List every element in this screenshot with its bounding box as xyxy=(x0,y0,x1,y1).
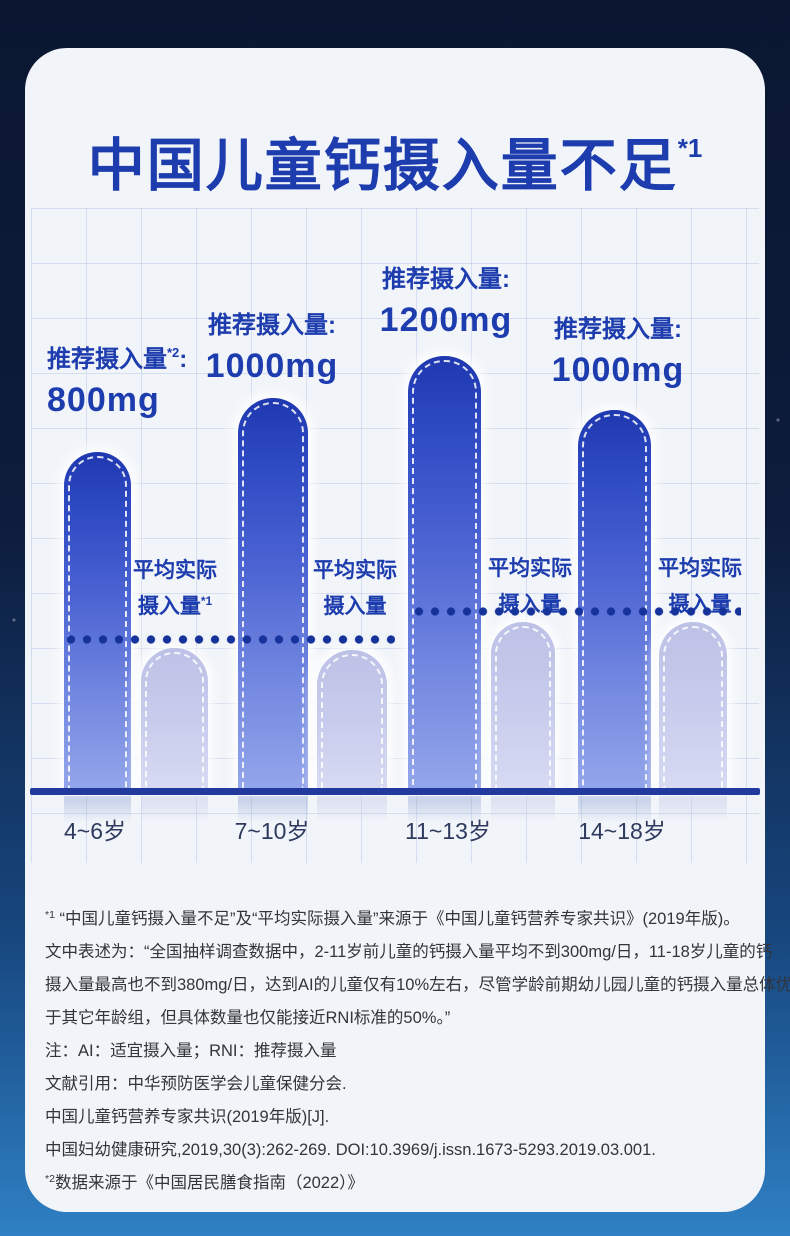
bar-recommended-4-6 xyxy=(64,452,131,788)
axis-label-14-18: 14~18岁 xyxy=(578,818,666,844)
actual-caption-line2: 摄入量 xyxy=(323,595,387,618)
recommended-caption: 推荐摄入量: xyxy=(382,266,510,293)
infographic-card: 中国儿童钙摄入量不足*1 推荐摄入量*2: 800mg 推荐摄入量: 1000m… xyxy=(25,48,790,1212)
actual-label-4-6: 平均实际 摄入量*1 xyxy=(90,556,260,622)
recommended-label-4-6: 推荐摄入量*2: 800mg xyxy=(47,338,187,420)
footnote-line: *2数据来源于《中国居民膳食指南（2022）》 xyxy=(45,1173,364,1192)
bar-actual-4-6 xyxy=(141,648,208,788)
page-title-superscript: *1 xyxy=(677,133,703,163)
bar-reflection xyxy=(659,796,727,822)
recommended-superscript: *2 xyxy=(167,345,180,360)
actual-caption-line1: 平均实际 xyxy=(133,559,217,582)
bar-actual-14-18 xyxy=(659,622,727,788)
page-title: 中国儿童钙摄入量不足*1 xyxy=(25,110,765,204)
bar-recommended-14-18 xyxy=(578,410,651,788)
actual-intake-dotted-line-right xyxy=(411,607,741,616)
actual-superscript: *1 xyxy=(200,594,213,608)
bar-recommended-11-13 xyxy=(408,356,481,788)
axis-label-7-10: 7~10岁 xyxy=(234,818,310,844)
bar-reflection xyxy=(491,796,555,822)
actual-caption-line1: 平均实际 xyxy=(313,559,397,582)
bar-reflection xyxy=(141,796,208,822)
recommended-value: 800mg xyxy=(47,381,160,419)
footnotes: *1 “中国儿童钙摄入量不足”及“平均实际摄入量”来源于《中国儿童钙营养专家共识… xyxy=(45,901,790,1198)
recommended-label-11-13: 推荐摄入量: 1200mg xyxy=(336,258,556,340)
bar-reflection xyxy=(317,796,387,822)
bar-reflection xyxy=(408,796,481,822)
footnote-line: 文献引用：中华预防医学会儿童保健分会. xyxy=(45,1075,347,1093)
actual-label-7-10: 平均实际 摄入量 xyxy=(270,556,440,622)
bar-reflection xyxy=(578,796,651,822)
x-axis-line xyxy=(30,788,760,795)
recommended-caption: 推荐摄入量: xyxy=(554,316,682,343)
recommended-value: 1000mg xyxy=(205,347,339,385)
recommended-value: 1200mg xyxy=(379,301,513,339)
footnote-line: 中国妇幼健康研究,2019,30(3):262-269. DOI:10.3969… xyxy=(45,1141,656,1159)
footnote-line: 中国儿童钙营养专家共识(2019年版)[J]. xyxy=(45,1108,330,1126)
footnote-line: 摄入量最高也不到380mg/日，达到AI的儿童仅有10%左右，尽管学龄前期幼儿园… xyxy=(45,976,790,994)
bar-recommended-7-10 xyxy=(238,398,308,788)
footnote-line: *1 “中国儿童钙摄入量不足”及“平均实际摄入量”来源于《中国儿童钙营养专家共识… xyxy=(45,909,740,928)
recommended-value: 1000mg xyxy=(551,351,685,389)
recommended-caption: 推荐摄入量: xyxy=(208,312,336,339)
bar-reflection xyxy=(238,796,308,822)
actual-caption-line2: 摄入量*1 xyxy=(137,594,213,618)
axis-label-4-6: 4~6岁 xyxy=(63,818,126,844)
bar-reflection xyxy=(64,796,131,822)
recommended-label-7-10: 推荐摄入量: 1000mg xyxy=(162,304,382,386)
actual-intake-dotted-line-left xyxy=(63,635,395,644)
bar-actual-7-10 xyxy=(317,650,387,788)
page-title-text: 中国儿童钙摄入量不足 xyxy=(87,134,678,198)
actual-caption-line1: 平均实际 xyxy=(488,557,572,580)
bar-actual-11-13 xyxy=(491,622,555,788)
actual-caption-line1: 平均实际 xyxy=(658,557,742,580)
recommended-label-14-18: 推荐摄入量: 1000mg xyxy=(508,308,728,390)
footnote-line: 于其它年龄组，但具体数量也仅能接近RNI标准的50%。” xyxy=(45,1009,451,1027)
footnote-line: 注：AI：适宜摄入量；RNI：推荐摄入量 xyxy=(45,1042,337,1060)
axis-label-11-13: 11~13岁 xyxy=(405,818,491,844)
recommended-caption: 推荐摄入量*2: xyxy=(47,345,188,373)
footnote-line: 文中表述为：“全国抽样调查数据中，2-11岁前儿童的钙摄入量平均不到300mg/… xyxy=(45,943,773,961)
